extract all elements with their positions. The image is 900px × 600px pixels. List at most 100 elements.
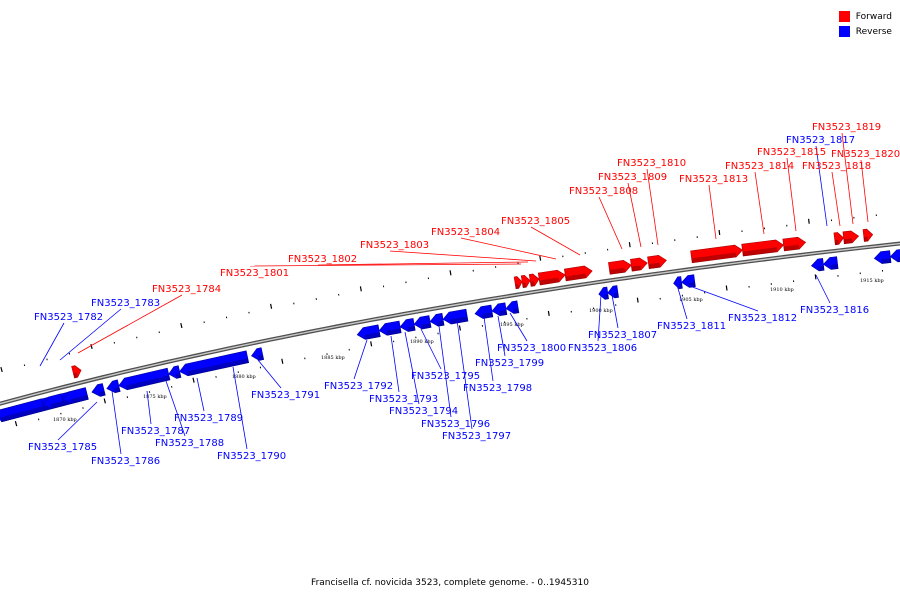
gene-arrows — [0, 228, 900, 423]
legend-swatch-forward — [838, 11, 850, 22]
gene-label-fn3523_1810: FN3523_1810 — [617, 158, 686, 169]
gene-label-fn3523_1794: FN3523_1794 — [389, 406, 458, 417]
gene-label-fn3523_1784: FN3523_1784 — [152, 284, 221, 295]
leader-line-fn3523_1808 — [598, 196, 623, 250]
gene-arrow-fn3523_1793-shade — [386, 328, 402, 336]
leader-line-fn3523_1811 — [676, 284, 688, 320]
gene-arrow-fn3523_1788 — [118, 367, 171, 391]
gene-arrow-fn3523_1794 — [399, 318, 416, 332]
gene-arrow-fn3523_1792 — [356, 324, 381, 340]
gene-label-fn3523_1816: FN3523_1816 — [800, 305, 869, 316]
gene-arrow-fn3523_1799-shade — [499, 310, 507, 316]
gene-arrow-fn3523_1816-shade — [818, 265, 825, 271]
leader-line-fn3523_1807 — [611, 294, 619, 329]
legend-item-reverse: Reverse — [838, 24, 892, 39]
tick-mark — [628, 242, 631, 248]
gene-arrow-fn3523_1806-shade — [604, 294, 609, 300]
tick-mark — [180, 322, 183, 329]
gene-arrow-fn3523_1808-shade — [609, 267, 626, 275]
tick-mark — [281, 358, 284, 364]
gene-label-fn3523_1813: FN3523_1813 — [679, 174, 748, 185]
gene-label-fn3523_1805: FN3523_1805 — [501, 216, 570, 227]
gene-arrow-fn3523_1797 — [442, 308, 469, 325]
label-leader-lines — [39, 132, 869, 455]
leader-line-fn3523_1794 — [404, 331, 420, 405]
tick-mark — [270, 303, 273, 309]
gene-arrow-fn3523_1820-shade — [863, 236, 868, 242]
gene-label-fn3523_1791: FN3523_1791 — [251, 390, 320, 401]
leader-line-fn3523_1785 — [57, 401, 98, 441]
leader-line-fn3523_1798 — [483, 316, 494, 382]
gene-arrow-fn3523_1787 — [106, 379, 121, 394]
gene-arrow-fn3523_1786 — [91, 383, 106, 397]
leader-line-fn3523_1816 — [815, 274, 831, 304]
gene-arrow-fn3523_1811-shade — [678, 283, 683, 289]
gene-arrow-fn3523_1794-shade — [407, 325, 416, 332]
gene-label-fn3523_1808: FN3523_1808 — [569, 186, 638, 197]
gene-arrow-fn3523_1819 — [842, 230, 860, 245]
leader-line-fn3523_1784 — [77, 294, 183, 354]
leader-line-fn3523_1787 — [146, 390, 152, 425]
gene-arrow-fn3523_1810-shade — [648, 262, 661, 269]
leader-line-fn3523_1812 — [686, 284, 759, 312]
gene-arrow-fn3523_1802-shade — [522, 282, 527, 288]
leader-line-fn3523_1796 — [438, 325, 452, 418]
gene-label-fn3523_1782: FN3523_1782 — [34, 312, 103, 323]
gene-arrow-fn3523_1810 — [647, 254, 667, 270]
leader-line-fn3523_1792 — [353, 339, 368, 380]
leader-line-fn3523_1805 — [530, 226, 581, 256]
gene-arrow-fn3523_1817-shade — [830, 264, 839, 270]
gene-arrow-fn3523_1804 — [537, 269, 566, 286]
gene-label-fn3523_1786: FN3523_1786 — [91, 456, 160, 467]
gene-arrow-fn3523_1819-shade — [843, 238, 853, 244]
gene-arrow-reverse-shade — [897, 257, 900, 262]
gene-arrow-fn3523_1820 — [862, 228, 874, 242]
tick-mark — [808, 218, 810, 224]
gene-label-fn3523_1795: FN3523_1795 — [411, 371, 480, 382]
gene-arrow-fn3523_1792-shade — [364, 332, 381, 340]
leader-line-fn3523_1813 — [708, 184, 717, 240]
legend-swatch-reverse — [838, 26, 850, 37]
gene-label-fn3523_1819: FN3523_1819 — [812, 122, 881, 133]
gene-label-fn3523_1792: FN3523_1792 — [324, 381, 393, 392]
tick-label: 1910 kbp — [770, 287, 794, 293]
gene-label-fn3523_1818: FN3523_1818 — [802, 161, 871, 172]
tick-label: 1915 kbp — [860, 278, 884, 284]
gene-arrow-fn3523_1802 — [520, 274, 531, 289]
leader-line-fn3523_1783 — [59, 308, 122, 361]
gene-arrow-fn3523_1801 — [513, 276, 523, 290]
gene-labels: FN3523_1782 FN3523_1783 FN3523_1784 FN3523_… — [28, 122, 900, 467]
gene-label-fn3523_1800: FN3523_1800 — [497, 343, 566, 354]
gene-label-fn3523_1815: FN3523_1815 — [757, 147, 826, 158]
gene-arrow-fn3523_1814-shade — [742, 247, 778, 257]
legend-label-forward: Forward — [855, 11, 892, 22]
gene-label-fn3523_1785: FN3523_1785 — [28, 442, 97, 453]
gene-arrow-fn3523_1806 — [598, 286, 609, 300]
leader-line-fn3523_1803 — [389, 250, 537, 262]
gene-arrow-fn3523_1818-shade — [834, 239, 839, 245]
tick-label: 1870 kbp — [53, 417, 77, 423]
gene-arrow-fn3523_1790-shade — [187, 358, 249, 376]
leader-line-fn3523_1793 — [390, 335, 400, 393]
gene-arrow-fn3523_1803-shade — [530, 281, 535, 287]
gene-arrow-fn3523_1789 — [168, 365, 182, 379]
gene-label-fn3523_1804: FN3523_1804 — [431, 227, 500, 238]
gene-arrow-reverse — [0, 398, 45, 423]
gene-arrow-fn3523_1801-shade — [515, 283, 519, 289]
gene-arrow-fn3523_1786-shade — [99, 390, 106, 397]
tick-mark — [636, 297, 639, 303]
leader-line-fn3523_1795 — [420, 328, 442, 370]
tick-mark — [90, 343, 93, 350]
gene-label-fn3523_1803: FN3523_1803 — [360, 240, 429, 251]
gene-arrow-fn3523_1815 — [782, 236, 807, 252]
gene-arrow-fn3523_1805-shade — [565, 273, 587, 281]
gene-label-fn3523_1817: FN3523_1817 — [786, 135, 855, 146]
gene-label-fn3523_1809: FN3523_1809 — [598, 172, 667, 183]
gene-label-fn3523_1789: FN3523_1789 — [174, 413, 243, 424]
gene-label-fn3523_1793: FN3523_1793 — [369, 394, 438, 405]
gene-arrow-fn3523_1815-shade — [783, 244, 800, 251]
gene-arrow-fn3523_1796-shade — [437, 320, 445, 327]
leader-line-fn3523_1782 — [39, 322, 65, 367]
gene-arrow-reverse — [873, 250, 892, 264]
gene-arrow-fn3523_1797-shade — [450, 316, 468, 324]
